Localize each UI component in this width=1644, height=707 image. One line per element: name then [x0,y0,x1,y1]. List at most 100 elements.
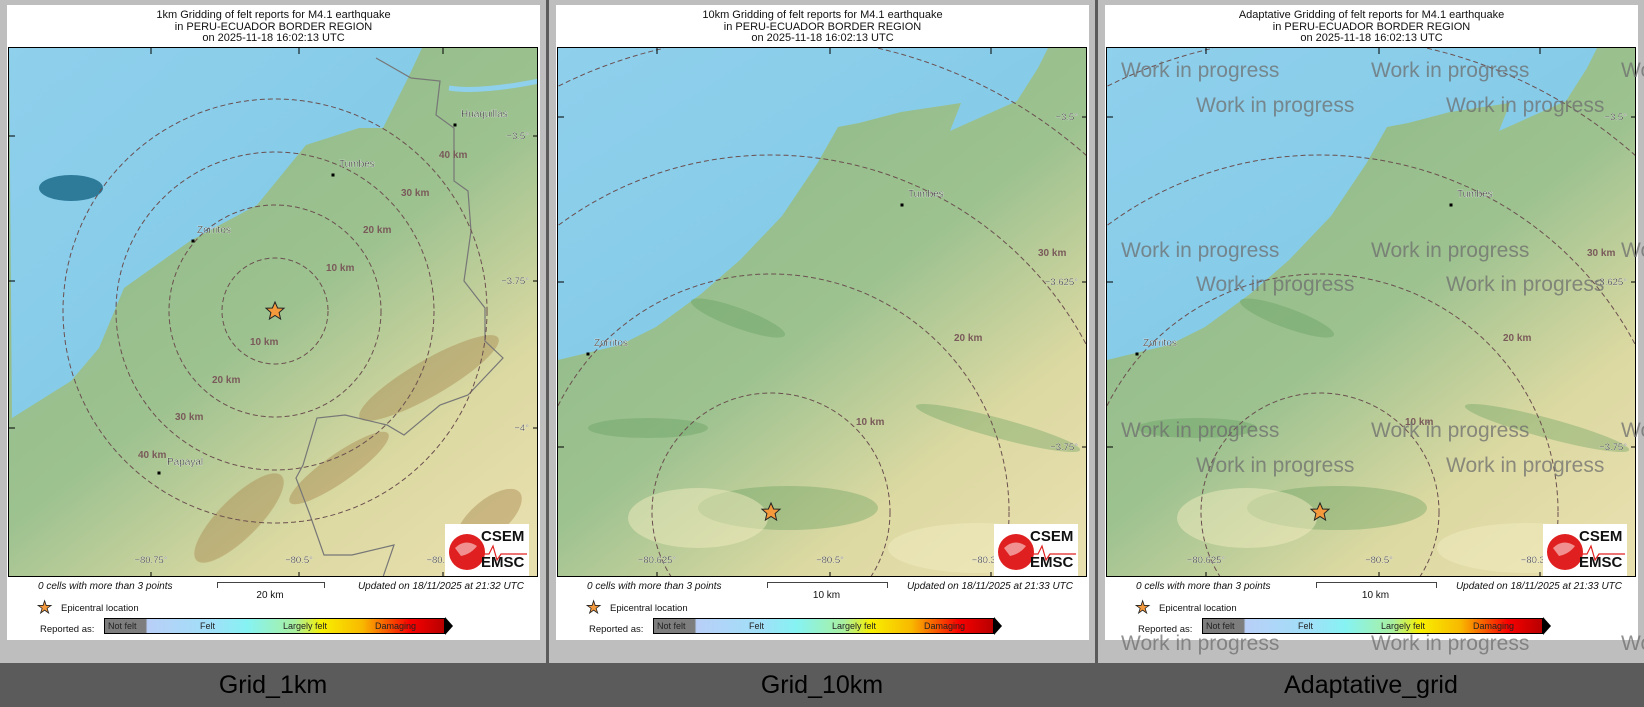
city-label[interactable]: Papayal [167,457,203,468]
ring-label: 40 km [439,150,467,161]
title-line: 1km Gridding of felt reports for M4.1 ea… [156,9,391,21]
deep-water-area [39,175,103,201]
panel-caption: Adaptative_grid [1284,671,1458,699]
epicentre-legend-star-icon: ★ [1135,598,1151,617]
title-line: in PERU-ECUADOR BORDER REGION [174,20,373,33]
distance-ring-30km [115,151,435,471]
ring-label: 30 km [175,412,203,423]
river-estuary [448,78,537,92]
distance-ring-10km [1200,392,1440,576]
colorbar-label-not-felt: Not felt [108,621,137,631]
latitude-label: −3.5° [1055,112,1078,123]
longitude-label: −80.75° [134,555,167,566]
updated-text: Updated on 18/11/2025 at 21:32 UTC [357,581,524,592]
city-label[interactable]: Tumbes [908,189,944,200]
epicentre-star-icon[interactable] [1309,501,1331,522]
scale-label: 20 km [256,590,284,601]
city-label[interactable]: Zorritos [594,338,628,349]
latitude-label: −3.5° [1604,112,1627,123]
epicentre-legend-star-icon: ★ [37,598,53,617]
scale-label: 10 km [812,590,841,601]
city-marker [1449,203,1453,207]
intensity-colorbar: Not felt Felt Largely felt Damaging [1202,618,1543,634]
map-canvas[interactable]: 10 km 20 km 30 km Tumbes Zorritos −3.5° −3… [558,48,1087,577]
sea-area [1107,48,1597,360]
city-marker [191,239,195,243]
title-line: Adaptative Gridding of felt reports for … [1238,9,1505,21]
colorbar-label-largely-felt: Largely felt [1381,621,1426,631]
city-label[interactable]: Tumbes [339,159,375,170]
colorbar-label-felt: Felt [1298,621,1314,631]
city-marker [331,173,335,177]
epicentre-star-icon[interactable] [760,501,782,522]
colorbar-label-felt: Felt [749,621,765,631]
ring-label: 30 km [401,188,429,199]
latitude-label: −3.5° [506,131,529,142]
map[interactable]: 10 km 10 km 20 km 20 km 30 km 30 km 40 km 40 km… [8,47,538,577]
csem-emsc-logo: CSEM EMSC [994,524,1078,576]
city-marker [1135,352,1139,356]
map-title: 1km Gridding of felt reports for M4.1 ea… [7,9,540,45]
latitude-label: −3.75° [501,276,529,287]
sea-area [558,48,1048,360]
map-canvas[interactable]: 10 km 10 km 20 km 20 km 30 km 30 km 40 km 40 km… [9,48,538,577]
panel-caption: Grid_10km [760,671,884,699]
reported-as-label: Reported as: [589,624,644,635]
epicentre-legend-label: Epicentral location [61,603,139,614]
colorbar-label-largely-felt: Largely felt [832,621,877,631]
mountain-relief [194,335,522,563]
title-line: 10km Gridding of felt reports for M4.1 e… [702,9,943,21]
map[interactable]: 10 km 20 km 30 km Tumbes Zorritos −3.5° −3… [557,47,1087,577]
latitude-label: −3.625° [1594,277,1627,288]
intensity-colorbar: Not felt Felt Largely felt Damaging [104,618,445,634]
city-marker [157,471,161,475]
epicentre-star-icon[interactable] [264,300,286,321]
scale-bar [767,582,888,588]
logo-text-emsc: EMSC [1579,554,1623,571]
reported-as-label: Reported as: [40,624,95,635]
city-marker [900,203,904,207]
panel-grid-10km: 10km Gridding of felt reports for M4.1 e… [549,0,1095,663]
cells-count-text: 0 cells with more than 3 points [38,581,173,592]
panel-grid-1km: 1km Gridding of felt reports for M4.1 ea… [0,0,546,663]
ring-label: 20 km [1503,333,1531,344]
longitude-label: −80.25° [426,555,459,566]
longitude-label: −80.5° [816,555,844,566]
logo-text-emsc: EMSC [1030,554,1074,571]
logo-text-emsc: EMSC [481,554,525,571]
map[interactable]: 10 km 20 km 30 km Tumbes Zorritos −3.5° −3… [1106,47,1636,577]
scale-bar [217,582,325,588]
ring-label: 30 km [1038,248,1066,259]
colorbar-arrow [994,617,1002,635]
epicentre-legend-label: Epicentral location [610,603,688,614]
updated-text: Updated on 18/11/2025 at 21:33 UTC [906,581,1073,592]
epicentre-legend-label: Epicentral location [1159,603,1237,614]
updated-text: Updated on 18/11/2025 at 21:33 UTC [1455,581,1622,592]
city-label[interactable]: Tumbes [1457,189,1493,200]
city-label[interactable]: Huaquillas [461,109,508,120]
longitude-label: −80.5° [1365,555,1393,566]
distance-ring-30km [558,154,1086,346]
colorbar-label-felt: Felt [200,621,216,631]
latitude-label: −4° [514,423,529,434]
distance-ring-40km [558,48,1086,156]
city-label[interactable]: Zorritos [197,225,231,236]
scale-bar [1316,582,1437,588]
city-label[interactable]: Zorritos [1143,338,1177,349]
map-canvas[interactable]: 10 km 20 km 30 km Tumbes Zorritos −3.5° −3… [1107,48,1636,577]
cells-count-text: 0 cells with more than 3 points [1136,581,1271,592]
ring-label: 10 km [326,263,354,274]
panel-adaptative-grid: Adaptative Gridding of felt reports for … [1098,0,1644,663]
distance-ring-30km [1107,154,1635,346]
longitude-label: −80.375° [972,555,1011,566]
title-line: on 2025-11-18 16:02:13 UTC [202,32,345,44]
distance-ring-20km [168,204,382,418]
seismogram-icon [1022,544,1076,562]
colorbar-label-largely-felt: Largely felt [283,621,328,631]
logo-text-csem: CSEM [1579,528,1623,545]
distance-ring-40km [1107,48,1635,156]
ring-label: 20 km [954,333,982,344]
sea-area [9,48,422,418]
colorbar-label-damaging: Damaging [924,621,966,631]
reported-as-label: Reported as: [1138,624,1193,635]
